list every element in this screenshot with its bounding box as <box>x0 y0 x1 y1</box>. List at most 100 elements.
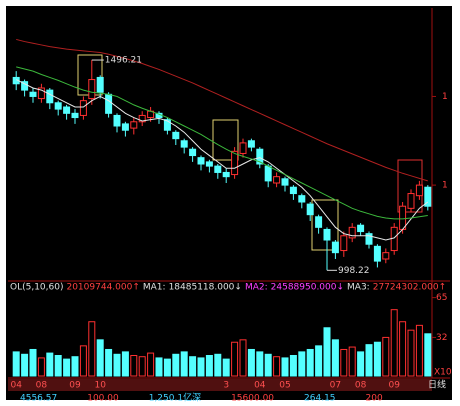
candle-body <box>172 131 180 140</box>
candle-body <box>21 81 29 91</box>
x-tick-label: 3 <box>223 381 229 391</box>
volume-bar <box>163 358 171 377</box>
indicator-text: 24588950.000↓ <box>271 283 344 293</box>
volume-bar <box>306 348 314 377</box>
candle-body <box>382 252 390 260</box>
volume-bar <box>71 356 79 377</box>
candle-body <box>37 87 45 100</box>
status-text: 1,250.1亿深 <box>149 392 201 404</box>
volume-bar <box>96 339 104 377</box>
volume-bar <box>281 357 289 377</box>
candle-body <box>331 241 339 254</box>
status-text: 15600.00 <box>231 394 274 404</box>
volume-bar <box>205 355 213 377</box>
volume-bar <box>172 353 180 377</box>
volume-bar <box>415 324 423 377</box>
volume-bar <box>357 351 365 377</box>
candle-body <box>197 157 205 165</box>
indicator-text: 20109744.000↑ <box>66 283 139 293</box>
volume-bar <box>407 329 415 377</box>
candle-body <box>256 148 264 165</box>
x-tick-label: 09 <box>69 381 81 391</box>
date-strip <box>8 379 432 391</box>
volume-bar <box>289 355 297 377</box>
candle-body <box>113 114 121 127</box>
volume-bar <box>63 358 71 377</box>
v-tick-label: 65 <box>436 293 447 303</box>
volume-bar <box>197 357 205 377</box>
x-tick-label: 08 <box>355 381 367 391</box>
period-label: 日线 <box>428 379 446 391</box>
candle-body <box>323 228 331 241</box>
volume-bar <box>222 358 230 377</box>
volume-bar <box>147 352 155 377</box>
candle-body <box>189 148 197 157</box>
volume-bar <box>79 345 87 377</box>
volume-bar <box>390 309 398 377</box>
x-tick-label: 08 <box>36 381 48 391</box>
volume-bar <box>315 345 323 377</box>
volume-bar <box>239 339 247 377</box>
indicator-text: 18485118.000↓ <box>169 283 242 293</box>
candle-body <box>273 176 281 184</box>
status-text: 264.15 <box>304 394 336 404</box>
volume-bar <box>264 353 272 377</box>
candle-body <box>46 89 54 104</box>
volume-bar <box>365 344 373 377</box>
x-tick-label: 07 <box>330 381 341 391</box>
volume-bar <box>273 356 281 377</box>
indicator-text: 27724302.000↑ <box>373 283 446 293</box>
v-unit: X10 <box>434 368 452 378</box>
volume-bar <box>121 351 129 377</box>
high-annotation: 1496.21 <box>105 56 142 66</box>
status-text: 4556.57 <box>20 394 57 404</box>
volume-bar <box>12 351 20 377</box>
candle-body <box>365 233 373 245</box>
candle-body <box>424 186 432 207</box>
candle-body <box>298 195 306 203</box>
x-tick-label: 04 <box>10 381 22 391</box>
volume-bar <box>54 355 62 377</box>
candle-body <box>138 114 146 123</box>
candle-body <box>415 184 423 197</box>
candle-body <box>180 140 188 148</box>
volume-bar <box>105 348 113 377</box>
candle-body <box>163 119 171 131</box>
volume-bar <box>29 348 37 377</box>
candle-body <box>289 186 297 195</box>
volume-bar <box>424 333 432 377</box>
candle-body <box>239 142 247 154</box>
volume-bar <box>231 341 239 377</box>
volume-bar <box>37 357 45 377</box>
candle-body <box>340 235 348 252</box>
volume-bar <box>113 353 121 377</box>
volume-bar <box>399 321 407 377</box>
candle-body <box>205 161 213 167</box>
x-tick-label: 10 <box>94 381 106 391</box>
candle-body <box>54 102 62 110</box>
volume-bar <box>180 351 188 377</box>
volume-bar <box>382 336 390 377</box>
volume-bar <box>256 351 264 377</box>
candle-body <box>79 100 87 116</box>
y-tick-label: 1 <box>442 92 448 102</box>
volume-bar <box>340 348 348 377</box>
x-tick-label: 04 <box>254 381 266 391</box>
candle-body <box>281 178 289 186</box>
candle-body <box>121 123 129 131</box>
volume-bar <box>130 355 138 377</box>
volume-bar <box>155 357 163 377</box>
volume-bar <box>46 352 54 377</box>
status-text: 200 <box>366 394 383 404</box>
candle-body <box>247 140 255 148</box>
x-tick-label: 09 <box>388 381 400 391</box>
candle-body <box>29 91 37 97</box>
candle-body <box>214 165 222 173</box>
volume-bar <box>189 356 197 377</box>
candle-body <box>373 245 381 262</box>
candle-body <box>306 203 314 216</box>
ma-line <box>16 66 428 220</box>
volume-bar <box>247 348 255 377</box>
volume-bar <box>21 353 29 377</box>
